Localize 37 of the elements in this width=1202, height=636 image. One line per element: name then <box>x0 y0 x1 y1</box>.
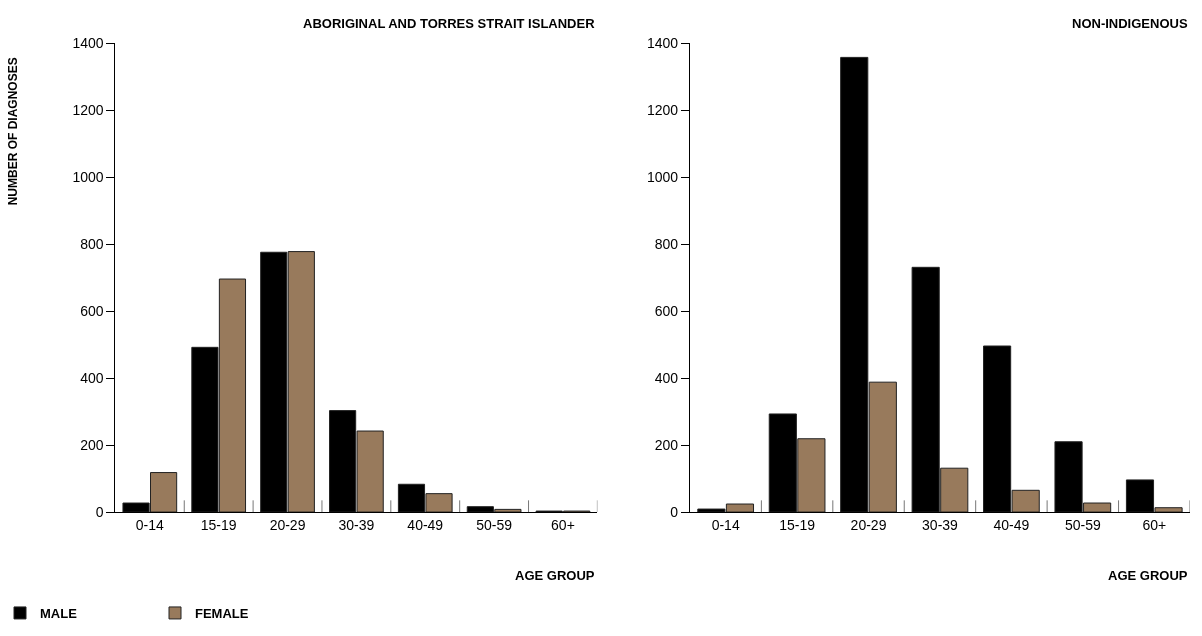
y-tick-label: 1400 <box>72 35 104 52</box>
y-tick-label: 1400 <box>646 35 679 52</box>
y-tick-label: 800 <box>80 236 104 253</box>
y-tick-label: 1200 <box>646 102 679 119</box>
legend-label: MALE <box>40 606 78 622</box>
x-tick-label: 20-29 <box>850 516 887 533</box>
y-tick-label: 1000 <box>646 169 679 186</box>
x-tick-label: 60+ <box>1142 516 1167 533</box>
y-tick-label: 200 <box>80 437 104 453</box>
x-axis-title: AGE GROUP <box>515 568 595 583</box>
y-tick-label: 600 <box>654 303 679 320</box>
x-tick-label: 20-29 <box>269 516 306 533</box>
x-tick-label: 0-14 <box>135 516 165 533</box>
y-tick-label: 400 <box>80 370 104 387</box>
y-tick-label: 0 <box>95 503 104 520</box>
x-tick-label: 40-49 <box>407 516 444 533</box>
y-tick-label: 200 <box>654 437 679 453</box>
x-tick-label: 30-39 <box>922 516 959 533</box>
y-axis-title: NUMBER OF DIAGNOSES <box>5 57 20 206</box>
x-tick-label: 50-59 <box>1064 516 1101 533</box>
x-tick-label: 50-59 <box>476 516 513 533</box>
x-axis-title: AGE GROUP <box>1108 568 1188 583</box>
x-tick-label: 15-19 <box>200 516 237 533</box>
x-tick-label: 40-49 <box>993 516 1030 533</box>
y-tick-label: 1000 <box>72 169 104 186</box>
y-tick-label: 0 <box>670 503 679 520</box>
y-tick-label: 600 <box>80 303 104 320</box>
y-tick-label: 800 <box>654 236 679 253</box>
chart-title: NON-INDIGENOUS <box>1072 16 1188 31</box>
y-tick-label: 1200 <box>72 102 104 119</box>
x-tick-label: 30-39 <box>338 516 375 533</box>
x-tick-label: 15-19 <box>779 516 816 533</box>
y-tick-label: 400 <box>654 370 679 387</box>
x-tick-label: 0-14 <box>711 516 740 533</box>
x-tick-label: 60+ <box>551 516 575 533</box>
legend-label: FEMALE <box>195 606 249 622</box>
chart-title: ABORIGINAL AND TORRES STRAIT ISLANDER <box>303 16 596 31</box>
